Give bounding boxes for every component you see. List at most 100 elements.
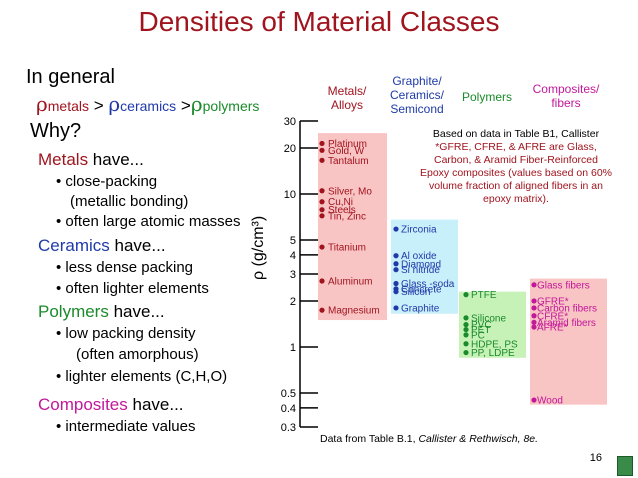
y-tick-label: 1 bbox=[290, 342, 296, 354]
data-label: Steels bbox=[328, 205, 356, 216]
data-label: Cu,Ni bbox=[328, 197, 353, 208]
range-box bbox=[318, 133, 387, 321]
data-point bbox=[319, 213, 325, 219]
column-header-polymers: Polymers bbox=[461, 90, 512, 104]
y-tick-label: 3 bbox=[290, 269, 296, 281]
rho-symbol: ρ bbox=[36, 92, 48, 116]
data-label: Silver, Mo bbox=[328, 186, 372, 197]
bullet-text: • less dense packing bbox=[56, 259, 193, 276]
data-label: Titanium bbox=[328, 243, 366, 254]
heading-rest: have... bbox=[109, 236, 166, 255]
metals-heading: Metals have... bbox=[38, 150, 144, 170]
data-point bbox=[463, 322, 469, 328]
data-label: Diamond bbox=[401, 259, 441, 270]
page-number: 16 bbox=[589, 452, 602, 464]
y-tick-label: 2 bbox=[290, 296, 296, 308]
metals-word: Metals bbox=[38, 150, 89, 169]
data-label: Si nitride bbox=[401, 265, 440, 276]
column-header-composites: Composites/ fibers bbox=[532, 82, 600, 110]
data-point bbox=[319, 147, 325, 153]
data-point bbox=[319, 244, 325, 250]
data-point bbox=[531, 324, 537, 330]
y-tick-label: 5 bbox=[290, 235, 296, 247]
data-point bbox=[319, 207, 325, 213]
data-label: Al oxide bbox=[401, 251, 437, 262]
range-box bbox=[530, 278, 607, 405]
composites-heading: Composites have... bbox=[38, 395, 184, 415]
data-label: Wood bbox=[537, 396, 563, 407]
source-note-body: *GFRE, CFRE, & AFRE are Glass, Carbon, &… bbox=[419, 141, 613, 205]
corner-logo bbox=[617, 456, 633, 476]
data-point bbox=[319, 307, 325, 313]
data-label: Concrete bbox=[401, 284, 442, 295]
data-label: Aramid fibers bbox=[537, 318, 596, 329]
ceramics-word: Ceramics bbox=[38, 236, 110, 255]
greater-than: > bbox=[93, 96, 104, 115]
data-point bbox=[393, 305, 399, 311]
y-tick-label: 4 bbox=[290, 250, 296, 262]
data-label: Magnesium bbox=[328, 306, 380, 317]
column-header-metals: Metals/ Alloys bbox=[327, 84, 367, 112]
bullet-text: • often large atomic masses bbox=[56, 213, 241, 230]
column-header-ceramics: Graphite/ Ceramics/ Semicond bbox=[389, 74, 444, 116]
data-label: PTFE bbox=[471, 290, 497, 301]
bullet-text: (often amorphous) bbox=[76, 346, 199, 363]
bullet-text: • close-packing bbox=[56, 173, 158, 190]
data-point bbox=[393, 261, 399, 267]
data-point bbox=[463, 349, 469, 356]
source-note: Based on data in Table B1, Callister *GF… bbox=[418, 128, 614, 206]
data-source-footnote: Data from Table B.1, Callister & Rethwis… bbox=[320, 433, 538, 445]
data-label: Aluminum bbox=[328, 277, 372, 288]
range-box bbox=[391, 219, 458, 314]
y-tick-label: 0.4 bbox=[281, 403, 296, 415]
ceramics-heading: Ceramics have... bbox=[38, 236, 166, 256]
data-point bbox=[319, 188, 325, 194]
bullet-text: • lighter elements (C,H,O) bbox=[56, 368, 228, 385]
heading-rest: have... bbox=[108, 302, 165, 321]
greater-than: > bbox=[180, 96, 191, 115]
data-point bbox=[531, 397, 537, 403]
polymers-heading: Polymers have... bbox=[38, 302, 165, 322]
data-point bbox=[463, 315, 469, 321]
slide-title: Densities of Material Classes bbox=[138, 6, 500, 37]
heading-rest: have... bbox=[88, 150, 144, 169]
heading-rest: have... bbox=[127, 395, 184, 414]
range-box bbox=[459, 291, 526, 358]
data-point bbox=[393, 280, 399, 287]
data-point bbox=[463, 326, 469, 333]
y-axis-label: ρ (g/cm³) bbox=[250, 215, 267, 280]
y-tick-label: 10 bbox=[284, 189, 296, 201]
data-point bbox=[463, 292, 469, 298]
data-label: Gold, W bbox=[328, 146, 365, 157]
bullet-text: • intermediate values bbox=[56, 418, 196, 435]
metals-subscript: metals bbox=[47, 98, 89, 114]
density-order: ρmetals > ρceramics >ρpolymers bbox=[36, 92, 259, 116]
y-tick-label: 0.3 bbox=[281, 422, 296, 434]
data-label: Graphite bbox=[401, 303, 440, 314]
bullet-text: (metallic bonding) bbox=[70, 193, 189, 210]
data-label: Tin, Zinc bbox=[328, 211, 366, 222]
data-label: Silicone bbox=[471, 313, 506, 324]
data-point bbox=[319, 157, 325, 163]
data-label: Carbon fibers bbox=[537, 303, 597, 314]
data-point bbox=[393, 226, 399, 232]
footnote-citation: Callister & Rethwisch, 8e. bbox=[418, 433, 539, 445]
data-point bbox=[319, 278, 325, 284]
data-point bbox=[531, 298, 537, 304]
y-tick-label: 0.5 bbox=[281, 388, 296, 400]
data-point bbox=[531, 305, 537, 311]
data-point bbox=[531, 313, 537, 319]
composites-word: Composites bbox=[38, 395, 128, 414]
data-point bbox=[531, 282, 537, 288]
in-general-label: In general bbox=[26, 66, 115, 88]
data-label: PVC bbox=[471, 320, 492, 331]
data-label: Platinum bbox=[328, 139, 367, 150]
data-point bbox=[319, 199, 325, 205]
data-point bbox=[319, 140, 325, 147]
rho-symbol: ρ bbox=[190, 92, 203, 116]
rho-symbol: ρ bbox=[108, 92, 121, 116]
data-label: CFRE* bbox=[537, 311, 568, 322]
data-label: PP, LDPE bbox=[471, 348, 515, 359]
data-point bbox=[393, 253, 399, 259]
data-label: Glass -soda bbox=[401, 279, 455, 290]
